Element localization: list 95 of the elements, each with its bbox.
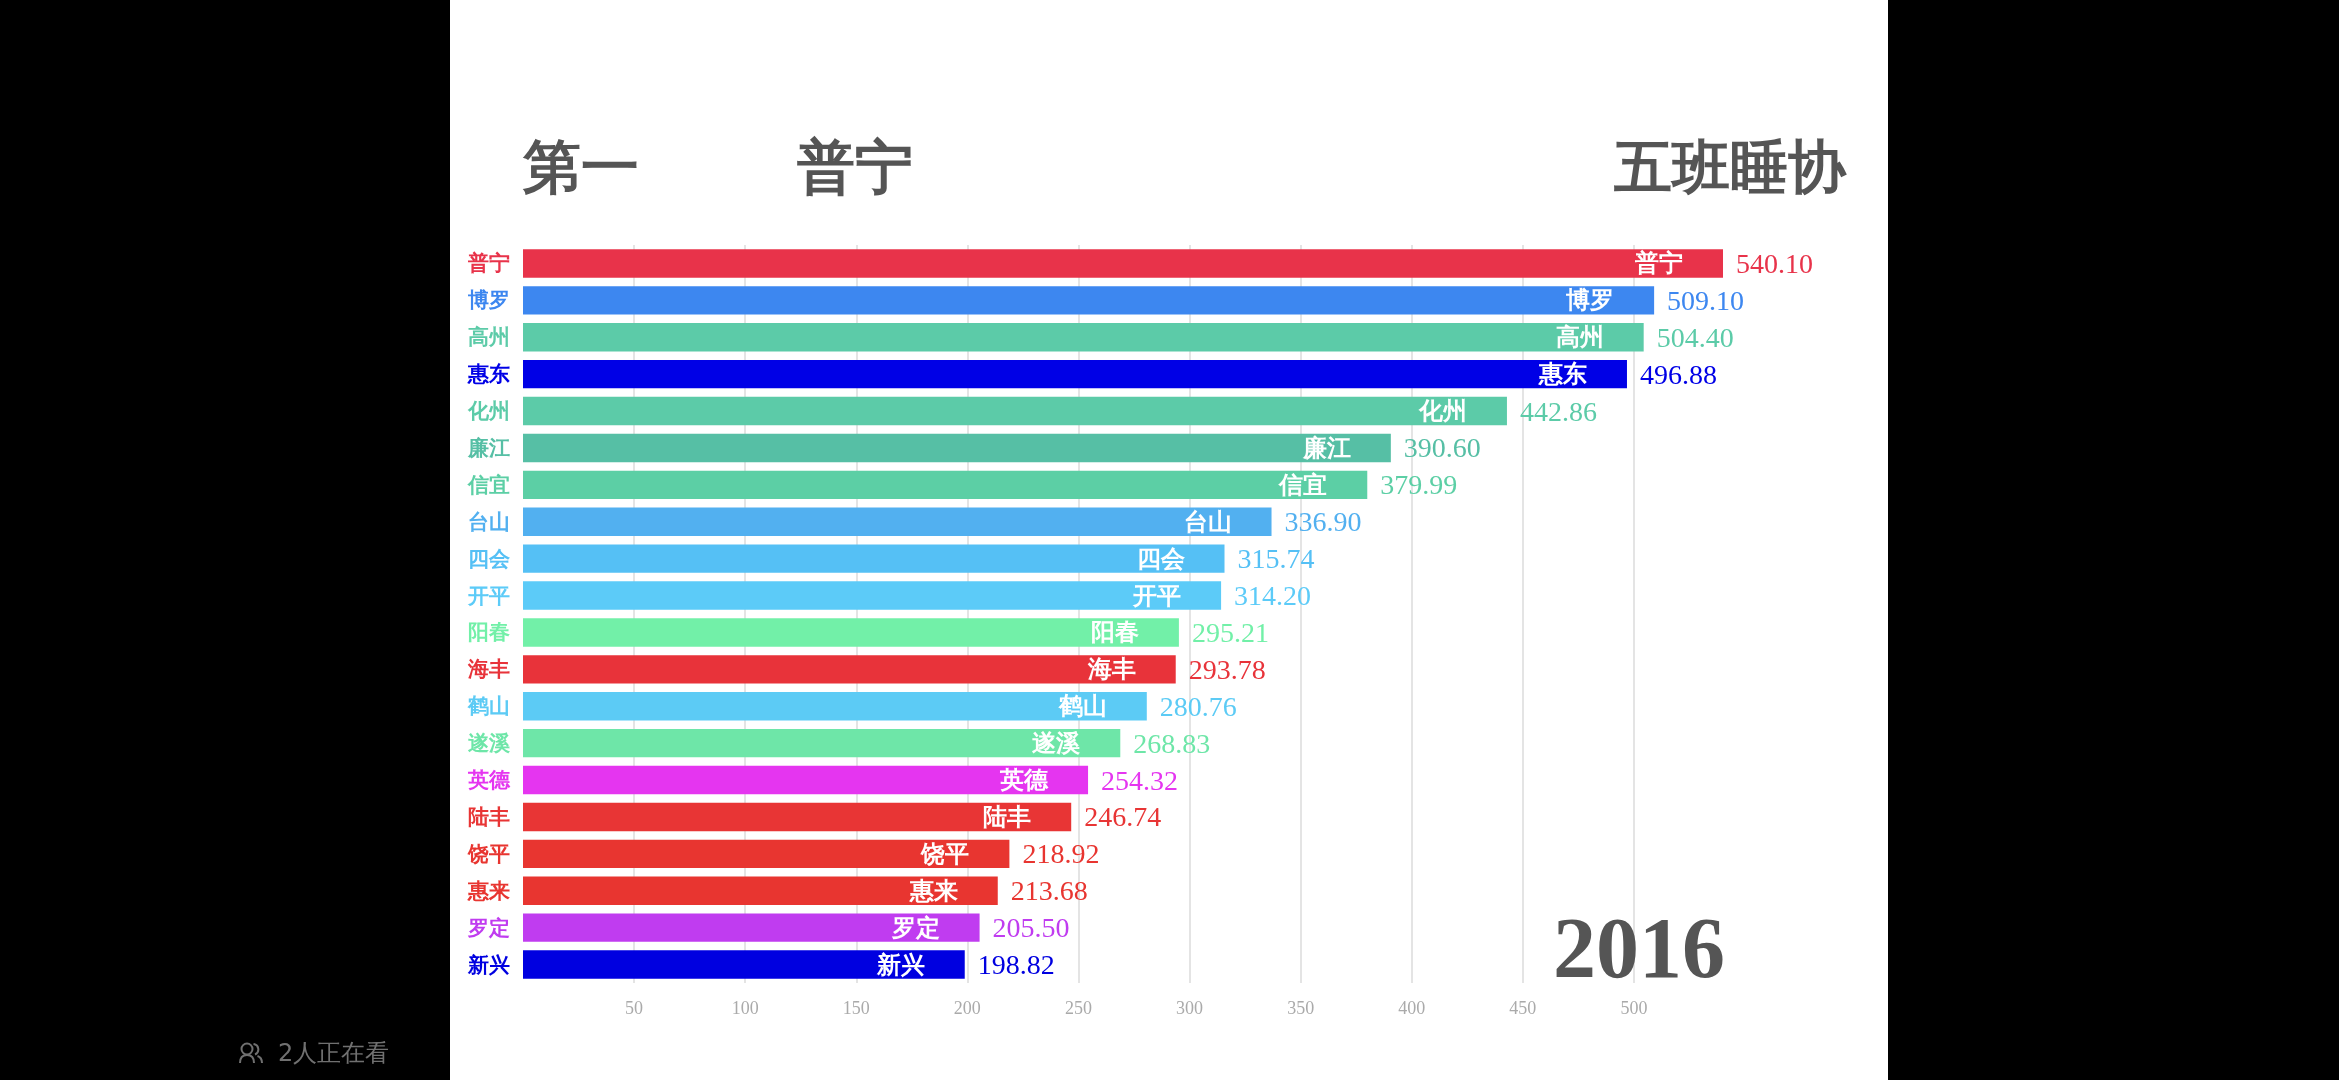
category-label: 化州 (1418, 397, 1467, 426)
y-tick-label: 化州 (467, 399, 510, 424)
category-label: 高州 (1555, 323, 1604, 352)
bar (523, 396, 1507, 426)
data-label: 504.40 (1656, 321, 1734, 353)
category-label: 罗定 (891, 913, 940, 942)
annotation: 2016 (1553, 900, 1725, 996)
x-tick-label: 500 (1620, 998, 1648, 1018)
data-label: 540.10 (1736, 247, 1813, 279)
y-tick-label: 四会 (468, 546, 511, 571)
data-label: 213.68 (1010, 875, 1088, 907)
data-label: 315.74 (1237, 543, 1315, 575)
y-tick-label: 陆丰 (468, 804, 510, 829)
bar (523, 433, 1391, 463)
x-tick-label: 450 (1509, 998, 1537, 1018)
category-label: 遂溪 (1032, 729, 1081, 758)
y-tick-label: 英德 (467, 768, 511, 793)
y-tick-label: 罗定 (467, 915, 510, 940)
x-tick-label: 200 (953, 998, 981, 1018)
x-tick-label: 350 (1287, 998, 1315, 1018)
category-label: 廉江 (1302, 433, 1351, 462)
data-label: 293.78 (1188, 653, 1266, 685)
data-label: 268.83 (1133, 727, 1211, 759)
category-label: 新兴 (876, 950, 925, 979)
data-label: 442.86 (1519, 395, 1597, 427)
bar (523, 728, 1121, 758)
y-tick-label: 高州 (468, 325, 510, 350)
category-label: 惠来 (909, 876, 958, 905)
y-tick-label: 海丰 (467, 657, 510, 682)
category-label: 台山 (1183, 507, 1232, 536)
text: 五班睡协 (1613, 133, 1847, 201)
category-label: 阳春 (1090, 618, 1139, 647)
x-tick-label: 50 (625, 998, 644, 1018)
y-tick-label: 新兴 (467, 952, 510, 977)
chart-title: 第一 (522, 133, 639, 201)
y-tick-label: 开平 (467, 583, 510, 608)
data-label: 379.99 (1380, 469, 1458, 501)
data-label: 496.88 (1639, 358, 1717, 390)
data-label: 198.82 (977, 949, 1055, 981)
category-label: 信宜 (1279, 470, 1328, 499)
bar (523, 581, 1222, 610)
data-label: 254.32 (1101, 764, 1179, 796)
bar (523, 323, 1644, 352)
category-label: 饶平 (921, 839, 970, 868)
category-label: 开平 (1133, 581, 1182, 610)
bar (523, 544, 1225, 573)
bar (523, 359, 1627, 389)
bar (523, 692, 1147, 721)
y-tick-label: 普宁 (467, 251, 510, 276)
bar (523, 470, 1368, 500)
y-tick-label: 惠东 (467, 362, 510, 387)
x-tick-label: 400 (1398, 998, 1426, 1018)
data-label: 336.90 (1284, 506, 1362, 538)
category-label: 海丰 (1087, 655, 1136, 684)
y-tick-label: 遂溪 (467, 731, 511, 756)
bar (523, 655, 1176, 684)
x-tick-label: 250 (1064, 998, 1092, 1018)
data-label: 280.76 (1159, 690, 1237, 722)
bar (523, 249, 1723, 278)
bar (523, 507, 1272, 536)
category-label: 惠东 (1538, 360, 1587, 389)
category-label: 陆丰 (983, 802, 1032, 831)
category-label: 四会 (1136, 544, 1185, 573)
data-label: 509.10 (1667, 284, 1745, 316)
bar (523, 950, 965, 979)
y-tick-label: 阳春 (468, 620, 510, 645)
category-label: 普宁 (1635, 249, 1683, 278)
y-tick-label: 台山 (468, 509, 510, 534)
data-label: 295.21 (1191, 616, 1269, 648)
chart-subtitle: 普宁 (797, 133, 913, 201)
y-tick-label: 信宜 (467, 472, 510, 497)
bar (523, 286, 1655, 315)
bar (523, 802, 1072, 832)
bar (523, 876, 998, 905)
bar (523, 913, 980, 942)
category-label: 博罗 (1566, 286, 1615, 315)
text: 2人正在看 (278, 1038, 390, 1069)
x-tick-label: 300 (1176, 998, 1204, 1018)
data-label: 205.50 (992, 912, 1070, 944)
data-label: 314.20 (1234, 580, 1312, 612)
data-label: 246.74 (1084, 801, 1162, 833)
y-tick-label: 博罗 (467, 288, 510, 313)
bar (523, 839, 1010, 869)
bar (523, 618, 1179, 647)
bar (523, 765, 1089, 795)
x-tick-label: 150 (842, 998, 870, 1018)
y-tick-label: 廉江 (467, 435, 510, 460)
y-tick-label: 鹤山 (467, 694, 510, 719)
category-label: 鹤山 (1058, 692, 1107, 721)
x-tick-label: 100 (731, 998, 759, 1018)
category-label: 英德 (1000, 766, 1049, 795)
y-tick-label: 饶平 (467, 841, 510, 866)
y-tick-label: 惠来 (467, 878, 510, 903)
data-label: 390.60 (1403, 432, 1481, 464)
data-label: 218.92 (1022, 838, 1100, 870)
